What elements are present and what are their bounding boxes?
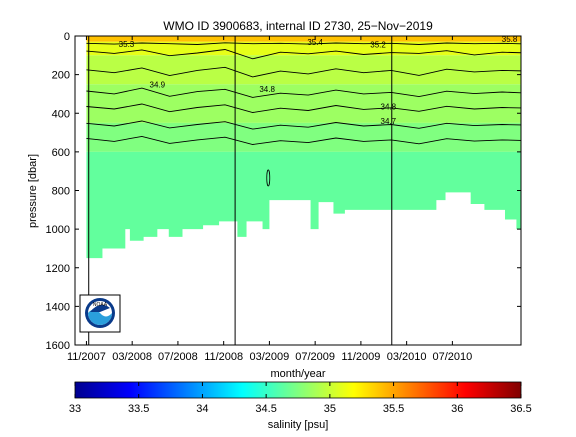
logo-wave: [88, 309, 112, 325]
colorbar-tick-label-2: 34: [196, 403, 208, 415]
noaa-logo: NOAA: [79, 294, 121, 333]
contour-line-4: [86, 103, 521, 113]
x-tick-label-3: 11/2008: [204, 351, 243, 363]
salinity-layer-4: [75, 122, 521, 152]
colorbar-tick-label-6: 36: [451, 403, 463, 415]
colorbar-tick-label-1: 33.5: [128, 403, 149, 415]
contour-lines: [86, 42, 521, 187]
y-tick-label-8: 1600: [46, 340, 70, 352]
y-tick-label-1: 200: [52, 70, 70, 82]
colorbar-tick-label-7: 36.5: [510, 403, 531, 415]
colorbar-tick-label-3: 34.5: [255, 403, 276, 415]
x-axis-label: month/year: [270, 368, 325, 380]
x-tick-label-6: 11/2009: [341, 351, 380, 363]
x-tick-label-1: 03/2008: [112, 351, 152, 363]
contour-line-1: [86, 49, 521, 60]
y-tick-label-6: 1200: [46, 263, 70, 275]
logo-text: NOAA: [93, 302, 108, 308]
contour-label-4: 35.4: [307, 38, 323, 47]
x-tick-label-0: 11/2007: [67, 351, 106, 363]
y-tick-label-0: 0: [64, 31, 70, 43]
contour-label-6: 35.2: [370, 41, 386, 50]
y-tick-label-2: 400: [52, 108, 70, 120]
contour-line-5: [86, 120, 521, 130]
contour-label-2: 34.8: [381, 102, 397, 111]
x-tick-label-8: 07/2010: [433, 351, 473, 363]
y-tick-label-7: 1400: [46, 301, 70, 313]
x-tick-label-4: 03/2009: [250, 351, 290, 363]
logo-bird: [90, 304, 110, 312]
contour-line-6: [86, 135, 521, 145]
y-tick-label-4: 800: [52, 186, 70, 198]
x-tick-label-5: 07/2009: [295, 351, 335, 363]
contour-label-7: 35.8: [502, 35, 518, 44]
contour-line-2: [86, 66, 521, 78]
colorbar: [74, 381, 522, 399]
no-data-left: [75, 36, 87, 345]
salinity-field: 34.9 34.8 34.8 34.7 35.4 35.3 35.2 35.8: [75, 35, 521, 345]
y-tick-label-3: 600: [52, 147, 70, 159]
colorbar-ticks: 33 33.5 34 34.5 35 35.5 36 36.5: [69, 382, 532, 415]
x-tick-label-7: 03/2010: [387, 351, 427, 363]
x-tick-label-2: 07/2008: [158, 351, 198, 363]
y-tick-label-5: 1000: [46, 224, 70, 236]
y-axis-label: pressure [dbar]: [27, 154, 39, 228]
contour-line-3: [86, 87, 521, 98]
contour-label-0: 34.9: [150, 80, 166, 89]
salinity-layer-1: [75, 41, 521, 56]
contour-label-1: 34.8: [259, 85, 275, 94]
chart-title: WMO ID 3900683, internal ID 2730, 25−Nov…: [163, 19, 433, 33]
colorbar-tick-label-5: 35.5: [383, 403, 404, 415]
contour-label-5: 35.3: [119, 40, 135, 49]
contour-island: [266, 169, 271, 187]
salinity-layer-0: [75, 36, 521, 42]
contour-label-3: 34.7: [381, 117, 397, 126]
x-axis: 11/2007 03/2008 07/2008 11/2008 03/2009 07/20…: [67, 36, 472, 363]
contour-line-0: [86, 42, 521, 45]
colorbar-tick-label-4: 35: [324, 403, 336, 415]
colorbar-label: salinity [psu]: [268, 419, 329, 431]
colorbar-tick-label-0: 33: [69, 403, 81, 415]
y-axis: 0 200 400 600 800 1000 1200 1400 1600: [46, 31, 521, 352]
no-data-region: [75, 36, 521, 345]
